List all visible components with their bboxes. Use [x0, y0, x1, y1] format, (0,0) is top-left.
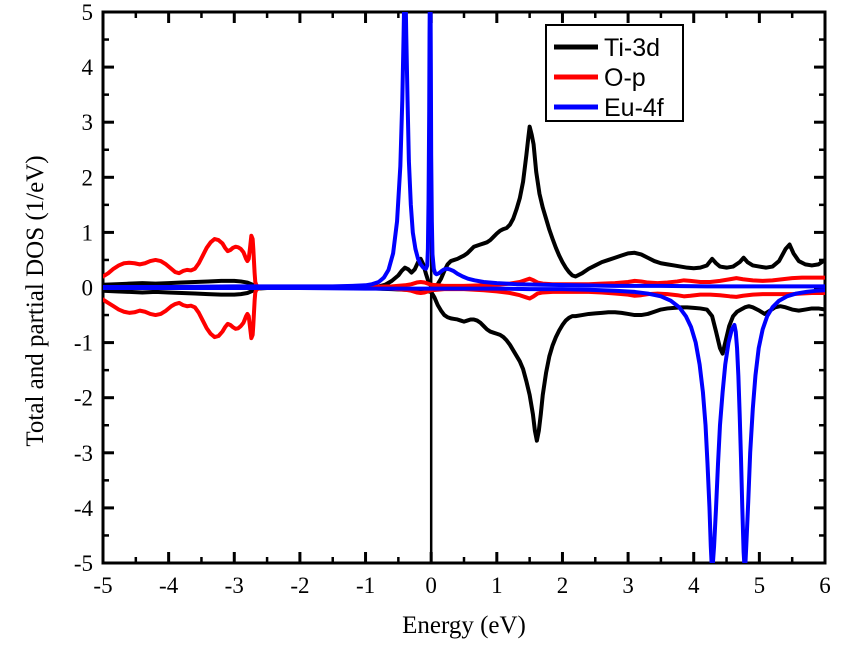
- chart-legend: Ti-3dO-pEu-4f: [545, 24, 684, 122]
- legend-label-eu-4f: Eu-4f: [604, 94, 664, 122]
- y-tick-label: -3: [74, 441, 93, 466]
- x-tick-label: 1: [491, 573, 503, 598]
- y-tick-label: 5: [82, 0, 94, 25]
- y-tick-label: 3: [82, 110, 94, 135]
- dos-curves: [103, 12, 825, 563]
- y-tick-label: -4: [74, 496, 94, 521]
- x-axis-label: Energy (eV): [402, 612, 526, 639]
- series-line-ti-3d-down: [103, 286, 825, 443]
- y-tick-label: 4: [82, 55, 94, 80]
- y-tick-label: -1: [74, 331, 93, 356]
- x-tick-label: 5: [754, 573, 766, 598]
- y-tick-label: 0: [82, 276, 94, 301]
- x-tick-label: 4: [688, 573, 700, 598]
- x-tick-label: -5: [93, 573, 112, 598]
- x-tick-label: -3: [225, 573, 244, 598]
- series-line-eu-4f-down: [103, 286, 825, 563]
- y-tick-label: 2: [82, 165, 94, 190]
- legend-label-o-p: O-p: [604, 64, 646, 92]
- x-tick-label: 2: [557, 573, 569, 598]
- x-tick-label: -2: [290, 573, 309, 598]
- y-tick-label: -2: [74, 386, 93, 411]
- series-line-ti-3d-up: [103, 124, 825, 289]
- series-line-eu-4f-up: [103, 12, 825, 289]
- x-tick-label: 3: [622, 573, 634, 598]
- tick-labels: -5 -4 -3 -2 -1 0 1 2 3 4 5 6 -5 -4 -3 -2 -1 0 1 2 3 4 5: [74, 0, 831, 598]
- y-tick-label: 1: [82, 220, 94, 245]
- legend-label-ti-3d: Ti-3d: [604, 34, 660, 62]
- y-tick-label: -5: [74, 551, 93, 576]
- x-tick-label: 6: [819, 573, 831, 598]
- x-tick-label: -1: [356, 573, 375, 598]
- x-tick-label: -4: [159, 573, 179, 598]
- x-tick-label: 0: [425, 573, 437, 598]
